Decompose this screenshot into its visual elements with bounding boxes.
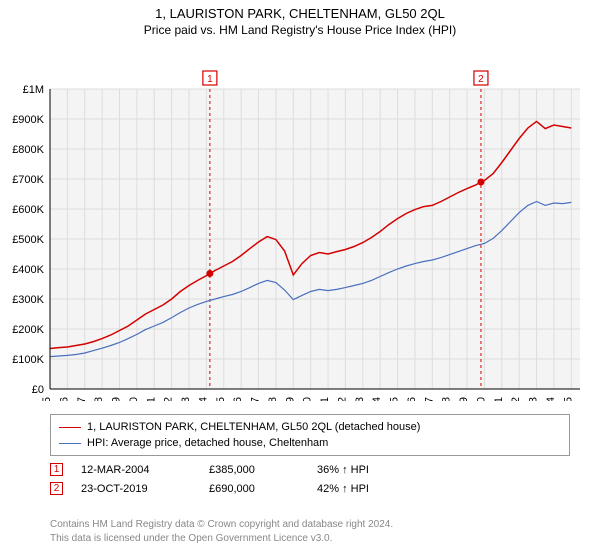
legend-row: HPI: Average price, detached house, Chel… (59, 435, 561, 451)
x-tick-label: 2007 (250, 397, 262, 401)
y-tick-label: £900K (12, 114, 44, 126)
x-tick-label: 2024 (545, 397, 557, 401)
x-tick-label: 2008 (267, 397, 279, 401)
x-tick-label: 2019 (458, 397, 470, 401)
x-tick-label: 2018 (441, 397, 453, 401)
chart-svg: £0 £100K £200K £300K £400K £500K £600K £700K £80… (0, 41, 600, 401)
x-tick-label: 2000 (128, 397, 140, 401)
x-tick-label: 2004 (197, 397, 209, 401)
x-tick-label: 1996 (58, 397, 70, 401)
x-tick-label: 2014 (371, 397, 383, 401)
sales-table: 1 12-MAR-2004 £385,000 36% ↑ HPI 2 23-OCT-201… (50, 460, 570, 498)
sale-price: £385,000 (209, 464, 299, 476)
legend-swatch (59, 427, 81, 428)
x-tick-label: 2006 (232, 397, 244, 401)
legend-box: 1, LAURISTON PARK, CHELTENHAM, GL50 2QL … (50, 414, 570, 456)
sale-marker-number: 2 (478, 74, 484, 85)
x-tick-label: 2025 (562, 397, 574, 401)
y-tick-label: £500K (12, 234, 44, 246)
footer-attribution: Contains HM Land Registry data © Crown c… (50, 518, 570, 545)
sale-hpi: 42% ↑ HPI (317, 483, 417, 495)
footer-line-2: This data is licensed under the Open Gov… (50, 532, 570, 546)
y-tick-label: £200K (12, 324, 44, 336)
x-tick-label: 2009 (284, 397, 296, 401)
chart-container: { "title": "1, LAURISTON PARK, CHELTENHA… (0, 0, 600, 560)
sales-row: 1 12-MAR-2004 £385,000 36% ↑ HPI (50, 460, 570, 479)
x-tick-label: 2013 (354, 397, 366, 401)
chart-subtitle: Price paid vs. HM Land Registry's House … (0, 21, 600, 41)
x-tick-label: 1999 (111, 397, 123, 401)
x-tick-label: 2023 (528, 397, 540, 401)
y-tick-label: £800K (12, 144, 44, 156)
x-tick-label: 2005 (215, 397, 227, 401)
x-tick-label: 2016 (406, 397, 418, 401)
y-tick-label: £400K (12, 264, 44, 276)
legend-label: 1, LAURISTON PARK, CHELTENHAM, GL50 2QL … (87, 421, 420, 433)
x-tick-label: 2015 (389, 397, 401, 401)
y-tick-label: £1M (23, 84, 44, 96)
x-tick-label: 2002 (163, 397, 175, 401)
chart-title: 1, LAURISTON PARK, CHELTENHAM, GL50 2QL (0, 0, 600, 21)
x-tick-label: 2001 (145, 397, 157, 401)
x-tick-label: 1998 (93, 397, 105, 401)
footer-line-1: Contains HM Land Registry data © Crown c… (50, 518, 570, 532)
y-tick-label: £100K (12, 354, 44, 366)
x-tick-label: 2003 (180, 397, 192, 401)
sale-price: £690,000 (209, 483, 299, 495)
sales-row: 2 23-OCT-2019 £690,000 42% ↑ HPI (50, 479, 570, 498)
sale-hpi: 36% ↑ HPI (317, 464, 417, 476)
x-tick-label: 1997 (76, 397, 88, 401)
sale-date: 23-OCT-2019 (81, 483, 191, 495)
y-tick-label: £600K (12, 204, 44, 216)
sale-marker-number: 1 (207, 74, 213, 85)
sale-marker-box: 2 (50, 482, 63, 495)
x-tick-label: 2021 (493, 397, 505, 401)
x-tick-label: 2012 (336, 397, 348, 401)
sale-date: 12-MAR-2004 (81, 464, 191, 476)
legend-swatch (59, 443, 81, 444)
x-tick-label: 2010 (302, 397, 314, 401)
y-tick-label: £300K (12, 294, 44, 306)
x-tick-label: 2011 (319, 397, 331, 401)
x-tick-label: 2017 (423, 397, 435, 401)
x-tick-label: 2022 (510, 397, 522, 401)
x-tick-label: 1995 (41, 397, 53, 401)
x-tick-label: 2020 (475, 397, 487, 401)
y-tick-label: £700K (12, 174, 44, 186)
legend-label: HPI: Average price, detached house, Chel… (87, 437, 328, 449)
legend-row: 1, LAURISTON PARK, CHELTENHAM, GL50 2QL … (59, 419, 561, 435)
sale-marker-box: 1 (50, 463, 63, 476)
y-tick-label: £0 (32, 384, 44, 396)
